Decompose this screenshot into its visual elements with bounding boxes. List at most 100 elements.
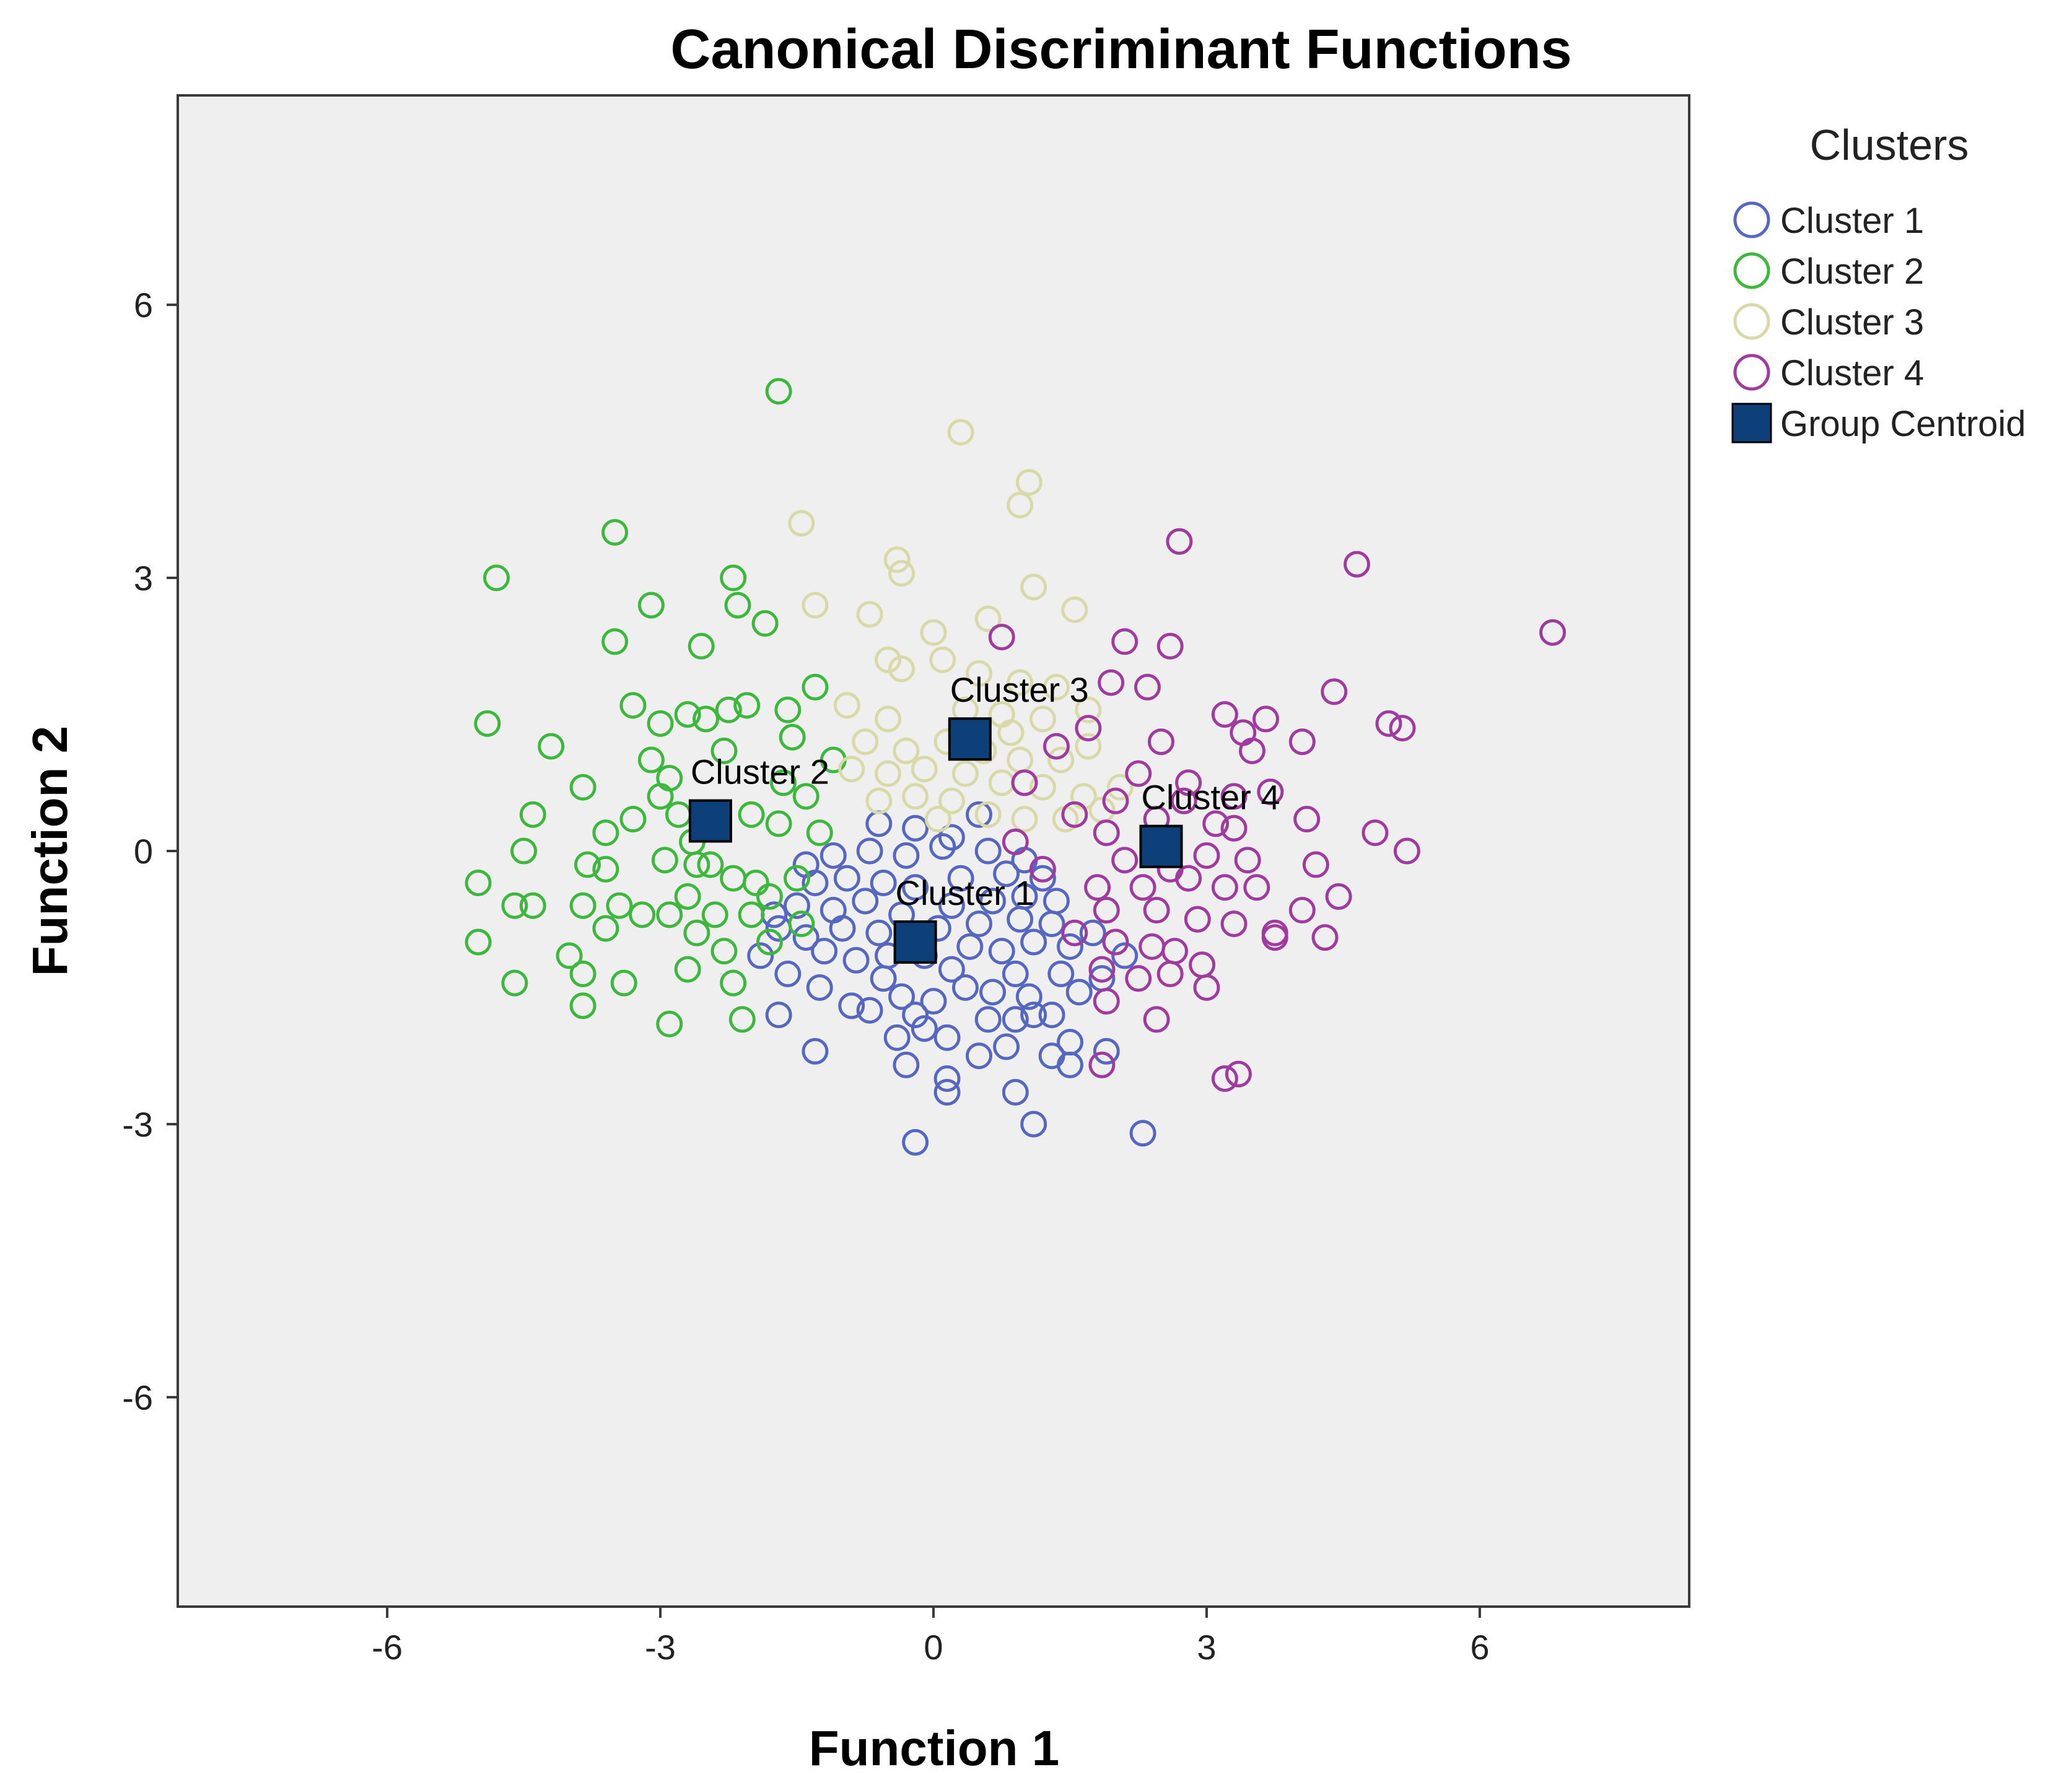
data-point [929, 833, 956, 860]
data-point [1129, 1120, 1156, 1147]
data-point [938, 956, 965, 983]
data-point [883, 546, 911, 574]
y-tick-label: 6 [134, 286, 153, 325]
data-point [1007, 491, 1034, 518]
data-point [938, 824, 965, 851]
y-tick-label: -6 [122, 1378, 153, 1417]
data-point [1343, 551, 1370, 578]
data-point [1175, 769, 1202, 796]
data-point [569, 960, 597, 987]
data-point [756, 928, 783, 956]
data-point [637, 591, 665, 619]
data-point [651, 847, 678, 874]
data-point [802, 673, 829, 700]
data-point [751, 610, 779, 637]
data-point [888, 655, 916, 683]
data-point [738, 901, 765, 928]
data-point [956, 933, 984, 960]
x-axis-title: Function 1 [809, 1721, 1059, 1776]
data-point [1029, 855, 1056, 883]
x-tick-label: 0 [924, 1628, 943, 1667]
data-point [1252, 705, 1280, 733]
data-point [974, 1006, 1002, 1033]
centroid-marker [688, 799, 732, 843]
data-point [1111, 628, 1139, 655]
data-point [569, 892, 597, 919]
data-point [920, 988, 947, 1015]
data-point [1088, 1051, 1116, 1078]
data-point [1243, 874, 1270, 901]
data-point [883, 1024, 911, 1051]
data-point [951, 760, 979, 787]
data-point [875, 705, 902, 733]
data-point [1321, 678, 1348, 705]
data-point [1015, 469, 1043, 496]
data-point [619, 692, 647, 719]
data-point [656, 1010, 683, 1037]
data-points [465, 378, 1567, 1156]
data-point [1079, 919, 1106, 946]
data-point [1061, 919, 1088, 946]
data-point [779, 723, 806, 751]
data-point [865, 787, 893, 814]
y-axis-title: Function 2 [22, 726, 77, 976]
data-point [747, 942, 774, 969]
data-point [1288, 897, 1316, 924]
data-point [1147, 728, 1174, 756]
data-point [619, 806, 647, 833]
data-point [501, 892, 528, 919]
data-point [569, 992, 597, 1019]
series-cluster-2 [465, 378, 847, 1037]
data-point [629, 901, 656, 928]
data-point [784, 892, 811, 919]
data-point [1002, 828, 1029, 855]
data-point [993, 860, 1020, 888]
data-point [1539, 619, 1567, 646]
data-point [974, 837, 1002, 865]
data-point [742, 869, 769, 896]
data-point [610, 969, 637, 997]
data-point [1056, 933, 1083, 960]
data-point [769, 769, 797, 796]
legend-label: Cluster 1 [1780, 201, 1924, 241]
data-point [965, 660, 992, 687]
data-point [465, 869, 492, 896]
data-point [852, 728, 879, 756]
data-point [697, 851, 724, 878]
data-point [1011, 769, 1038, 796]
data-point [988, 938, 1015, 965]
data-point [765, 1002, 792, 1029]
group-centroids: Cluster 1 Cluster 2 Cluster 3 Cluster 4 [688, 670, 1280, 964]
data-point [870, 869, 897, 896]
data-point [693, 705, 720, 733]
data-point [988, 624, 1015, 651]
data-point [1093, 819, 1120, 847]
legend-label: Cluster 3 [1780, 302, 1924, 343]
y-axis: 6 3 0 -3 -6 [122, 286, 178, 1417]
data-point [1375, 710, 1402, 737]
data-point [1125, 760, 1152, 787]
data-point [1325, 883, 1352, 910]
data-point [1211, 701, 1238, 728]
data-point [1106, 774, 1134, 801]
y-tick-label: 0 [134, 832, 153, 871]
data-point [647, 783, 674, 810]
data-point [765, 378, 792, 405]
y-tick-label: -3 [122, 1105, 153, 1144]
data-point [1084, 874, 1111, 901]
data-point [733, 692, 761, 719]
data-point [1129, 874, 1156, 901]
data-point [920, 619, 947, 646]
data-point [933, 1079, 961, 1106]
data-point [1061, 596, 1088, 623]
data-point [1011, 806, 1038, 833]
data-point [820, 897, 847, 924]
data-point [933, 1065, 961, 1092]
data-point [688, 632, 715, 660]
data-point [1047, 960, 1075, 987]
data-point [1220, 783, 1248, 810]
centroid-marker [893, 920, 937, 964]
data-point [592, 819, 619, 847]
x-tick-label: -6 [372, 1628, 403, 1667]
